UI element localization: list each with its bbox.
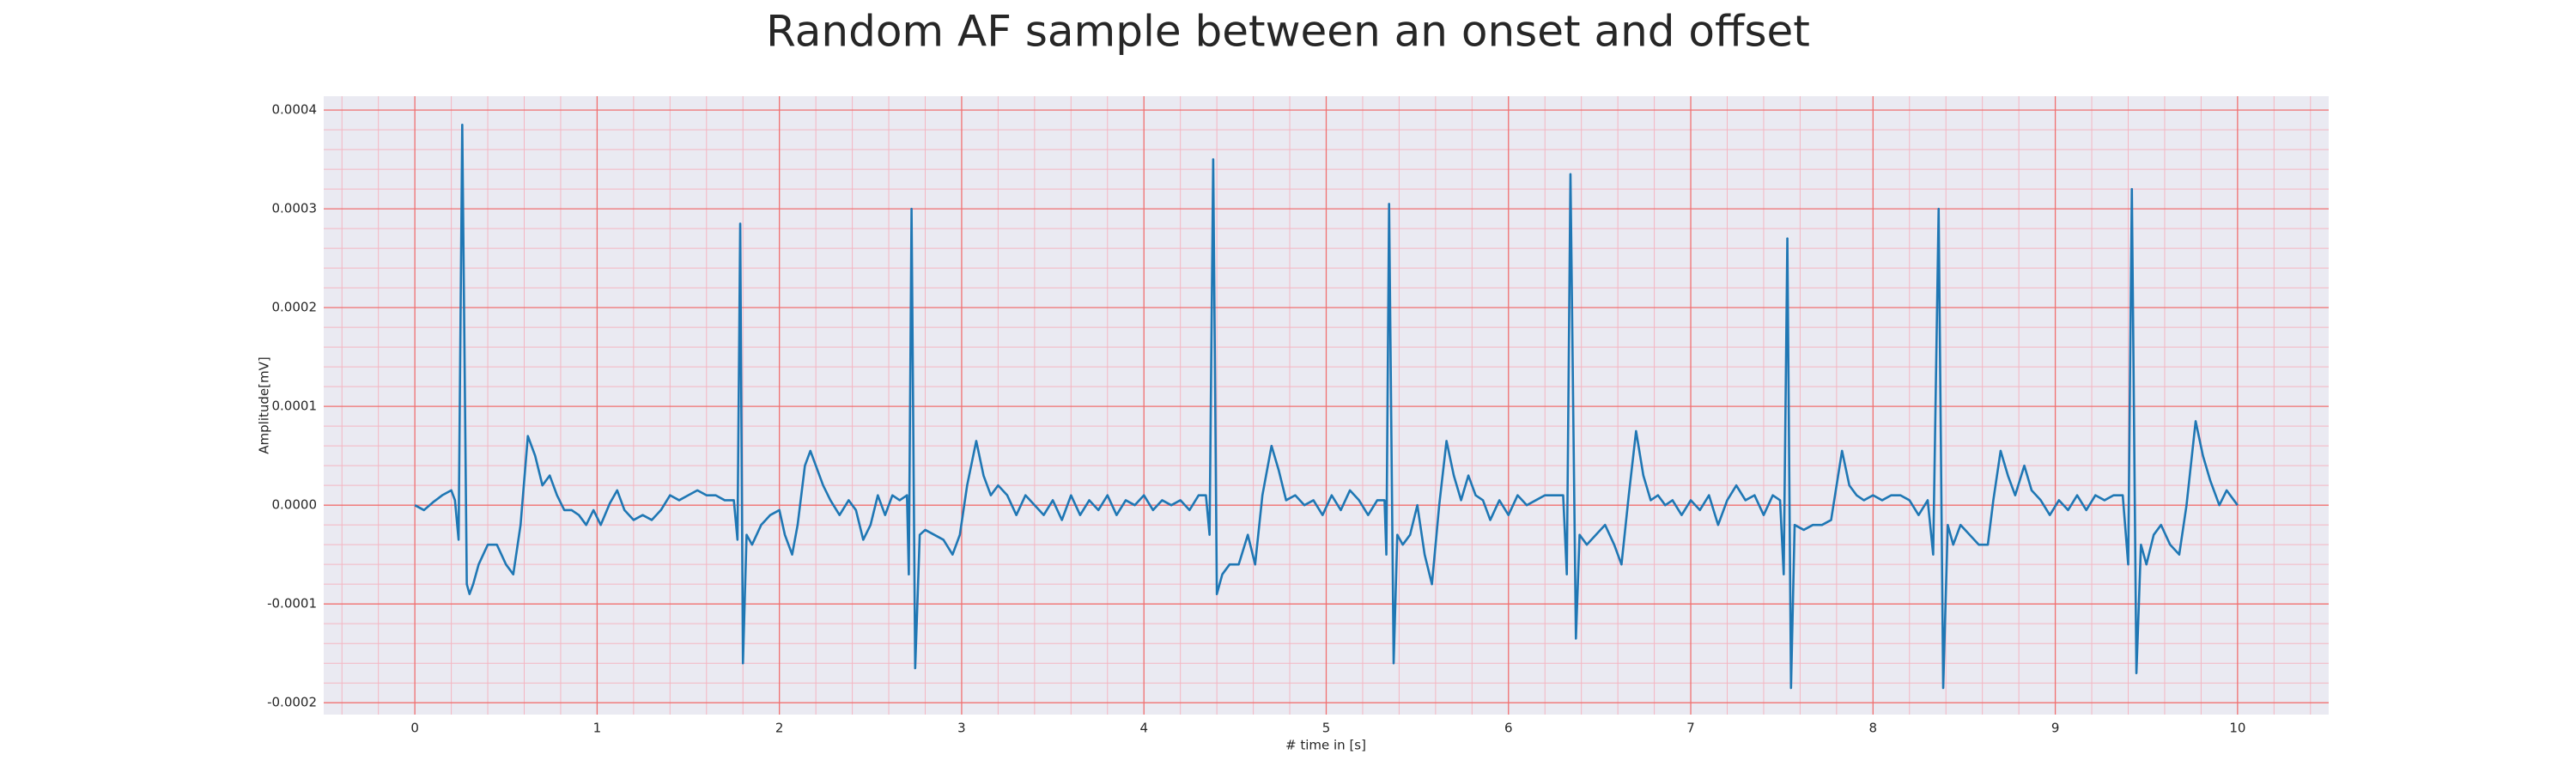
x-tick-label: 1 <box>593 721 602 736</box>
y-tick-label: -0.0002 <box>267 695 317 710</box>
marks <box>414 124 2239 690</box>
x-tick-label: 3 <box>957 721 966 736</box>
x-tick-label: 0 <box>410 721 419 736</box>
x-tick-label: 6 <box>1504 721 1513 736</box>
x-tick-label: 5 <box>1322 721 1331 736</box>
y-tick-label: 0.0003 <box>272 201 318 216</box>
x-tick-label: 7 <box>1686 721 1695 736</box>
x-tick-label: 2 <box>775 721 784 736</box>
x-tick-label: 9 <box>2051 721 2060 736</box>
y-axis-label: Amplitude[mV] <box>257 356 272 453</box>
x-tick-label: 8 <box>1869 721 1878 736</box>
x-tick-label: 10 <box>2229 721 2245 736</box>
y-tick-label: 0.0001 <box>272 399 318 414</box>
y-tick-label: 0.0000 <box>272 497 318 513</box>
x-tick-label: 4 <box>1139 721 1148 736</box>
x-axis-label: # time in [s] <box>1285 738 1366 753</box>
y-tick-label: 0.0002 <box>272 300 318 315</box>
y-tick-label: -0.0001 <box>267 596 317 612</box>
y-tick-label: 0.0004 <box>272 102 318 118</box>
chart-title: Random AF sample between an onset and of… <box>766 7 1810 57</box>
signal-line <box>414 124 2239 690</box>
